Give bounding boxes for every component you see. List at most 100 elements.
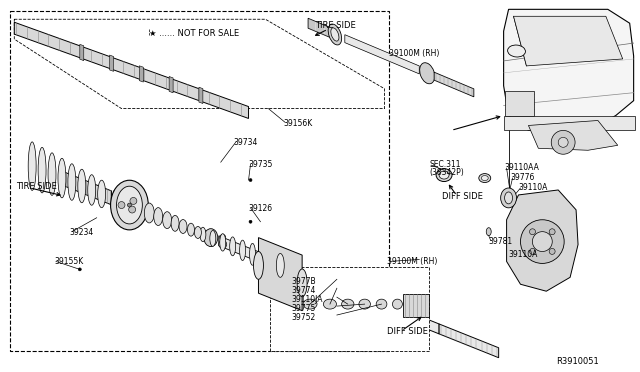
Polygon shape <box>140 66 143 82</box>
Ellipse shape <box>171 215 179 231</box>
Polygon shape <box>219 236 259 262</box>
Ellipse shape <box>230 237 236 256</box>
Ellipse shape <box>359 299 371 309</box>
Text: 39110AA: 39110AA <box>504 163 540 172</box>
Text: 39781: 39781 <box>489 237 513 246</box>
Ellipse shape <box>38 147 46 193</box>
Ellipse shape <box>439 171 449 179</box>
Ellipse shape <box>328 24 342 45</box>
Ellipse shape <box>48 153 56 195</box>
Text: SEC.311: SEC.311 <box>429 160 461 169</box>
Polygon shape <box>358 291 362 303</box>
Ellipse shape <box>98 180 106 208</box>
Circle shape <box>78 268 81 271</box>
Circle shape <box>130 198 137 204</box>
Polygon shape <box>504 9 634 131</box>
Ellipse shape <box>323 299 337 309</box>
Ellipse shape <box>243 249 250 254</box>
Polygon shape <box>169 77 173 93</box>
Text: ★ ...... NOT FOR SALE: ★ ...... NOT FOR SALE <box>149 29 239 38</box>
Text: 39126: 39126 <box>248 204 273 213</box>
Ellipse shape <box>297 269 307 297</box>
Ellipse shape <box>28 142 36 190</box>
Ellipse shape <box>500 188 516 208</box>
Circle shape <box>558 137 568 147</box>
Ellipse shape <box>276 253 284 277</box>
Text: 39234: 39234 <box>70 228 94 237</box>
Ellipse shape <box>481 176 488 180</box>
Text: DIFF SIDE: DIFF SIDE <box>442 192 483 201</box>
Polygon shape <box>113 191 116 208</box>
Ellipse shape <box>303 299 317 309</box>
Text: R3910051: R3910051 <box>556 357 599 366</box>
Text: 39110JA: 39110JA <box>291 295 323 304</box>
Polygon shape <box>403 294 429 317</box>
Circle shape <box>220 234 226 240</box>
Circle shape <box>532 232 552 251</box>
Ellipse shape <box>376 299 387 309</box>
Ellipse shape <box>479 174 491 183</box>
Ellipse shape <box>78 169 86 203</box>
Ellipse shape <box>392 299 403 309</box>
Ellipse shape <box>210 231 216 246</box>
Text: 39734: 39734 <box>234 138 258 147</box>
Polygon shape <box>529 121 618 150</box>
Text: 39752: 39752 <box>291 313 316 322</box>
Polygon shape <box>434 72 474 97</box>
Ellipse shape <box>331 28 339 41</box>
Polygon shape <box>10 11 390 351</box>
Circle shape <box>249 179 252 182</box>
Ellipse shape <box>111 180 148 230</box>
Text: 39776: 39776 <box>511 173 535 182</box>
Bar <box>504 116 635 131</box>
Circle shape <box>129 206 136 213</box>
Ellipse shape <box>235 246 243 251</box>
Text: 39775: 39775 <box>291 304 316 313</box>
Ellipse shape <box>204 229 218 247</box>
Polygon shape <box>412 313 416 325</box>
Text: TIRE SIDE: TIRE SIDE <box>315 21 356 30</box>
Ellipse shape <box>504 192 513 204</box>
Ellipse shape <box>250 243 255 265</box>
Polygon shape <box>270 267 429 351</box>
Ellipse shape <box>367 303 372 321</box>
Ellipse shape <box>342 299 354 309</box>
Ellipse shape <box>116 186 142 224</box>
Ellipse shape <box>508 45 525 57</box>
Circle shape <box>249 220 252 223</box>
Circle shape <box>551 131 575 154</box>
Text: 39100M (RH): 39100M (RH) <box>390 49 440 58</box>
Ellipse shape <box>420 63 435 84</box>
Ellipse shape <box>200 227 206 242</box>
Circle shape <box>520 220 564 263</box>
Ellipse shape <box>201 230 207 240</box>
Ellipse shape <box>436 169 452 182</box>
Text: 39100M (RH): 39100M (RH) <box>387 257 438 266</box>
Polygon shape <box>387 303 392 315</box>
Bar <box>504 91 534 116</box>
Text: 39735: 39735 <box>248 160 273 169</box>
Ellipse shape <box>163 212 172 228</box>
Ellipse shape <box>220 234 226 251</box>
Polygon shape <box>80 44 84 61</box>
Circle shape <box>529 248 536 254</box>
Text: 39774: 39774 <box>291 286 316 295</box>
Ellipse shape <box>188 223 195 236</box>
Text: 39110A: 39110A <box>509 250 538 259</box>
Ellipse shape <box>486 228 492 235</box>
Ellipse shape <box>195 227 202 238</box>
Polygon shape <box>308 18 332 38</box>
Polygon shape <box>14 22 248 118</box>
Circle shape <box>219 240 227 248</box>
Text: 39156K: 39156K <box>284 119 312 128</box>
Polygon shape <box>345 35 419 74</box>
Circle shape <box>549 248 555 254</box>
Text: DIFF SIDE: DIFF SIDE <box>387 327 428 336</box>
Ellipse shape <box>154 208 163 225</box>
Polygon shape <box>199 87 203 103</box>
Text: (38342P): (38342P) <box>429 168 464 177</box>
Ellipse shape <box>367 299 372 305</box>
Ellipse shape <box>253 251 264 279</box>
Polygon shape <box>109 55 113 71</box>
Ellipse shape <box>68 164 76 200</box>
